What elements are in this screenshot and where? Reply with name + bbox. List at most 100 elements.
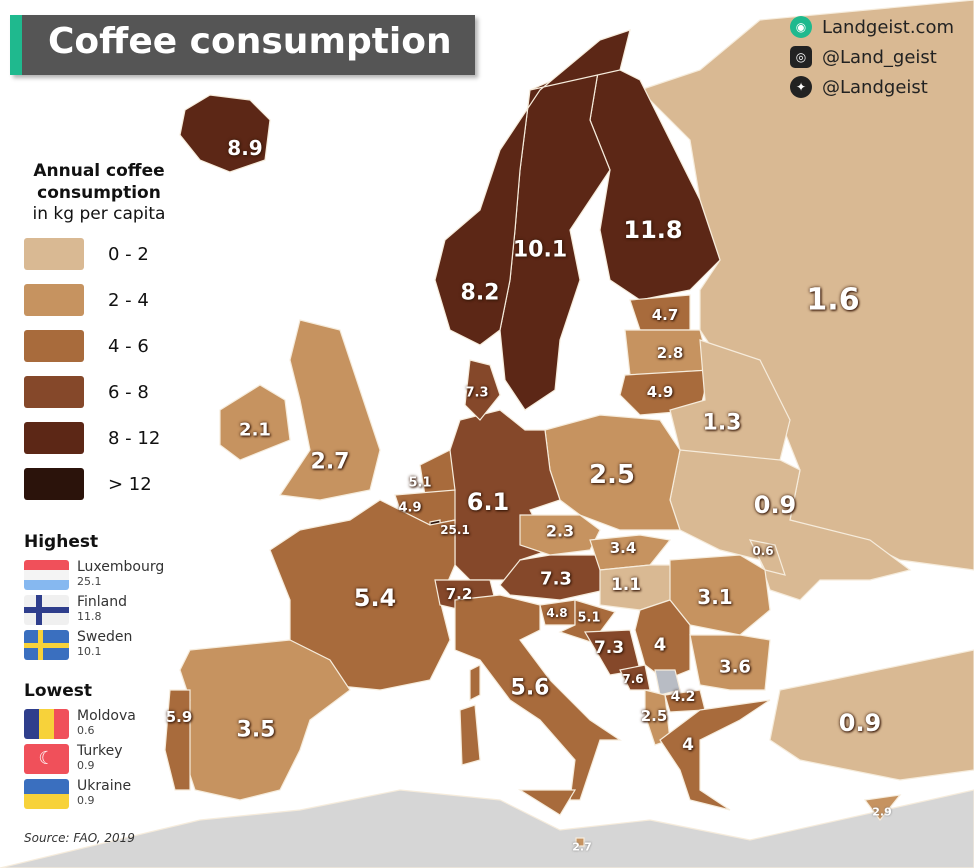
uk-value-label: 2.7 — [310, 449, 350, 475]
finland-flag-icon — [24, 595, 69, 625]
social-website[interactable]: ◉ Landgeist.com — [790, 12, 954, 42]
czechia-value-label: 2.3 — [545, 521, 575, 541]
luxembourg-flag-icon — [24, 560, 69, 590]
sweden-value-label: 10.1 — [512, 237, 568, 263]
greece-value-label: 4 — [682, 735, 694, 755]
country-name: Turkey — [77, 743, 123, 759]
ukraine-value-label: 0.9 — [753, 491, 797, 519]
uk-region — [278, 319, 381, 501]
country-value: 0.6 — [77, 724, 95, 737]
norway-value-label: 8.2 — [460, 280, 500, 306]
norway-region — [434, 29, 631, 346]
france-value-label: 5.4 — [353, 584, 397, 612]
legend-swatch — [24, 238, 84, 270]
legend-item: 4 - 6 — [24, 330, 174, 362]
russia-value-label: 1.6 — [806, 282, 860, 318]
ukraine-flag-icon — [24, 779, 69, 809]
legend-label: 2 - 4 — [108, 289, 149, 311]
slovenia-value-label: 4.8 — [546, 606, 568, 620]
legend-swatch — [24, 376, 84, 408]
montenegro-region — [619, 664, 651, 691]
romania-value-label: 3.1 — [697, 585, 733, 609]
legend-label: 6 - 8 — [108, 381, 149, 403]
ireland-value-label: 2.1 — [239, 419, 271, 441]
legend-item: > 12 — [24, 468, 174, 500]
country-name: Moldova — [77, 708, 136, 724]
portugal-region — [164, 689, 191, 791]
social-text: @Landgeist — [822, 76, 928, 98]
iceland-value-label: 8.9 — [227, 136, 263, 160]
rank-item: ☾ Turkey 0.9 — [24, 744, 136, 779]
serbia-region — [634, 599, 691, 681]
legend-subtitle: in kg per capita — [32, 204, 166, 224]
bulgaria-value-label: 3.6 — [719, 656, 751, 678]
turkey-flag-icon: ☾ — [24, 744, 69, 774]
legend-title: consumption — [37, 183, 161, 203]
rank-item: Sweden 10.1 — [24, 630, 164, 665]
sicily-region — [517, 789, 577, 816]
country-value: 11.8 — [77, 610, 102, 623]
north-macedonia-value-label: 4.2 — [670, 689, 696, 705]
legend-swatch — [24, 284, 84, 316]
legend-label: 8 - 12 — [108, 427, 161, 449]
sweden-flag-icon — [24, 630, 69, 660]
belgium-value-label: 4.9 — [398, 500, 422, 516]
legend-label: 0 - 2 — [108, 243, 149, 265]
luxembourg-value-label: 25.1 — [440, 523, 470, 537]
ireland-region — [219, 384, 291, 461]
moldova-value-label: 0.6 — [752, 544, 774, 558]
legend-item: 6 - 8 — [24, 376, 174, 408]
social-instagram[interactable]: ◎ @Land_geist — [790, 42, 954, 72]
globe-icon: ◉ — [790, 16, 812, 38]
legend-item: 8 - 12 — [24, 422, 174, 454]
highest-section: Highest Luxembourg 25.1 Finland 11.8 Swede… — [24, 532, 164, 665]
rank-item: Finland 11.8 — [24, 595, 164, 630]
lithuania-region — [619, 369, 711, 416]
title-banner: Coffee consumption — [10, 15, 475, 75]
malta-region — [575, 837, 585, 847]
ukraine-region — [669, 449, 912, 601]
lowest-heading: Lowest — [24, 681, 92, 701]
italy-region — [454, 594, 622, 801]
bulgaria-region — [689, 634, 771, 691]
slovakia-region — [589, 534, 672, 571]
serbia-value-label: 4 — [653, 634, 667, 656]
lithuania-value-label: 4.9 — [646, 383, 674, 401]
belarus-value-label: 1.3 — [702, 410, 742, 436]
corsica-region — [469, 664, 481, 701]
moldova-region — [748, 539, 786, 576]
legend-swatch — [24, 330, 84, 362]
netherlands-value-label: 5.1 — [408, 475, 432, 491]
country-value: 0.9 — [77, 759, 95, 772]
slovakia-value-label: 3.4 — [609, 539, 637, 557]
austria-region — [499, 554, 606, 601]
social-text: Landgeist.com — [822, 16, 954, 38]
austria-value-label: 7.3 — [540, 568, 572, 590]
country-name: Finland — [77, 594, 128, 610]
spain-value-label: 3.5 — [236, 717, 276, 743]
legend-item: 0 - 2 — [24, 238, 174, 270]
legend-title: Annual coffee — [33, 161, 165, 181]
hungary-value-label: 1.1 — [610, 575, 642, 595]
estonia-value-label: 4.7 — [651, 306, 679, 324]
portugal-value-label: 5.9 — [165, 708, 193, 726]
legend-label: > 12 — [108, 473, 152, 495]
poland-value-label: 2.5 — [588, 460, 636, 490]
page-title: Coffee consumption — [48, 21, 452, 62]
accent-bar — [10, 15, 22, 75]
social-text: @Land_geist — [822, 46, 937, 68]
germany-value-label: 6.1 — [466, 488, 510, 516]
sardinia-region — [459, 704, 481, 766]
rank-item: Luxembourg 25.1 — [24, 560, 164, 595]
croatia-value-label: 5.1 — [577, 610, 601, 626]
cyprus-value-label: 2.9 — [872, 805, 892, 819]
greece-region — [659, 699, 771, 811]
switzerland-value-label: 7.2 — [445, 585, 473, 603]
rank-item: Moldova 0.6 — [24, 709, 136, 744]
country-value: 0.9 — [77, 794, 95, 807]
country-name: Ukraine — [77, 778, 132, 794]
social-twitter[interactable]: ✦ @Landgeist — [790, 72, 954, 102]
iceland-region — [179, 94, 271, 173]
